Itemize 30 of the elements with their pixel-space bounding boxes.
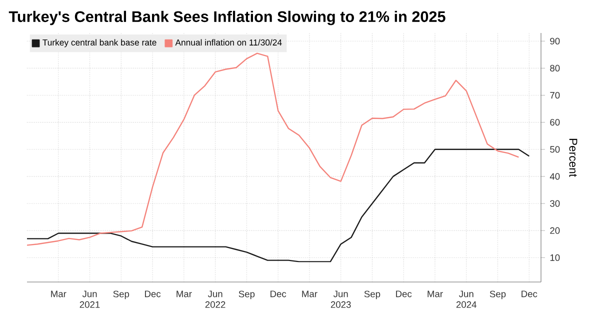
x-tick-label: Mar bbox=[302, 290, 318, 298]
x-tick-label: Dec bbox=[396, 290, 412, 298]
x-tick-label: Dec bbox=[522, 290, 538, 298]
legend-label: Turkey central bank base rate bbox=[42, 39, 156, 48]
x-tick-label: Sep bbox=[238, 290, 255, 300]
y-tick-label: 40 bbox=[550, 173, 560, 180]
x-tick-label: Jun 2023 bbox=[330, 290, 351, 308]
y-tick-label: 50 bbox=[550, 146, 560, 153]
y-tick-label: 80 bbox=[550, 64, 560, 72]
y-tick-label: 20 bbox=[550, 227, 560, 234]
y-tick-label: 60 bbox=[550, 119, 560, 126]
y-tick-label: 90 bbox=[550, 38, 560, 44]
x-tick-label: Sep bbox=[490, 290, 506, 300]
x-tick-label: Jun 2024 bbox=[456, 290, 476, 308]
x-tick-label: Sep bbox=[113, 290, 130, 300]
y-tick-label: 70 bbox=[550, 92, 560, 99]
x-tick-label: Dec bbox=[270, 290, 286, 298]
x-tick-label: Dec bbox=[145, 290, 161, 298]
x-tick-label: Mar bbox=[176, 290, 192, 298]
y-tick-label: 30 bbox=[550, 200, 560, 207]
legend-label: Annual inflation on 11/30/24 bbox=[175, 39, 282, 46]
x-tick-label: Jun 2021 bbox=[80, 290, 100, 308]
x-tick-label: Jun 2022 bbox=[205, 290, 226, 308]
x-tick-label: Sep bbox=[364, 290, 380, 300]
y-tick-label: 10 bbox=[550, 254, 560, 261]
x-tick-label: Mar bbox=[51, 290, 66, 298]
y-axis-title: Percent bbox=[569, 138, 578, 177]
x-tick-label: Mar bbox=[428, 290, 443, 298]
chart-title: Turkey's Central Bank Sees Inflation Slowing to 21% in 2025 bbox=[8, 10, 446, 26]
line-series bbox=[27, 52, 520, 246]
